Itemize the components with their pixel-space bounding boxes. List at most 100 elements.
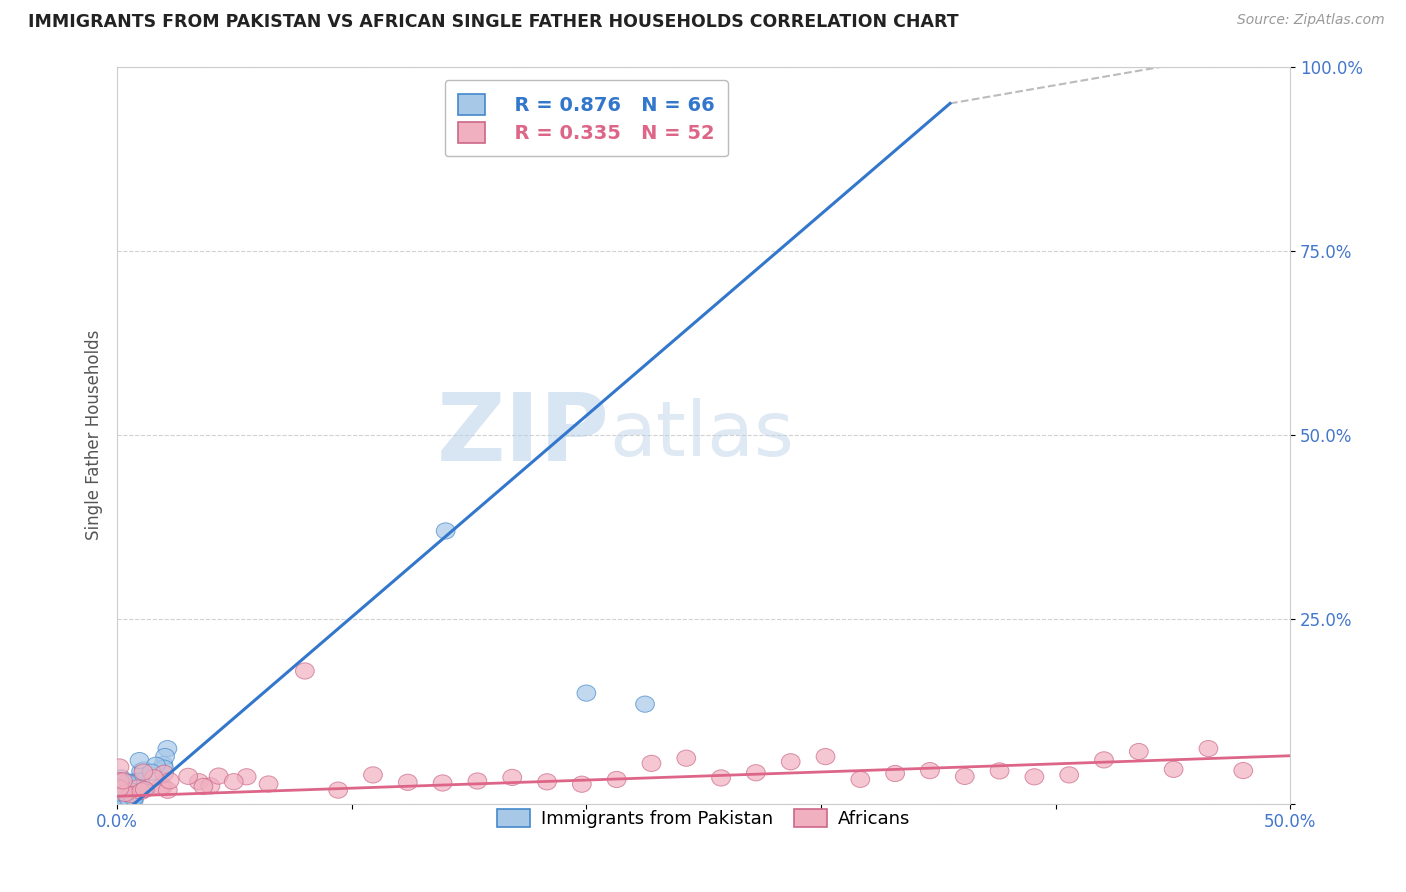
Ellipse shape — [886, 765, 904, 781]
Ellipse shape — [155, 760, 173, 776]
Ellipse shape — [115, 783, 134, 799]
Ellipse shape — [607, 772, 626, 788]
Ellipse shape — [111, 792, 131, 808]
Y-axis label: Single Father Households: Single Father Households — [86, 330, 103, 541]
Ellipse shape — [110, 790, 129, 806]
Ellipse shape — [124, 792, 143, 808]
Ellipse shape — [132, 764, 150, 780]
Ellipse shape — [122, 778, 142, 794]
Ellipse shape — [111, 795, 129, 811]
Ellipse shape — [110, 786, 129, 802]
Ellipse shape — [110, 759, 129, 775]
Text: ZIP: ZIP — [437, 389, 610, 481]
Ellipse shape — [142, 764, 160, 780]
Ellipse shape — [135, 781, 155, 797]
Ellipse shape — [110, 795, 129, 811]
Legend: Immigrants from Pakistan, Africans: Immigrants from Pakistan, Africans — [491, 801, 917, 835]
Ellipse shape — [194, 779, 212, 795]
Ellipse shape — [125, 789, 143, 806]
Ellipse shape — [114, 778, 134, 794]
Ellipse shape — [676, 750, 696, 766]
Ellipse shape — [122, 786, 141, 802]
Ellipse shape — [111, 770, 131, 786]
Ellipse shape — [711, 770, 731, 786]
Ellipse shape — [120, 790, 138, 806]
Ellipse shape — [782, 754, 800, 770]
Ellipse shape — [155, 756, 173, 772]
Ellipse shape — [132, 783, 150, 799]
Ellipse shape — [955, 768, 974, 784]
Ellipse shape — [127, 774, 145, 791]
Text: Source: ZipAtlas.com: Source: ZipAtlas.com — [1237, 13, 1385, 28]
Ellipse shape — [111, 795, 129, 811]
Ellipse shape — [643, 756, 661, 772]
Ellipse shape — [110, 795, 129, 811]
Ellipse shape — [110, 785, 129, 801]
Ellipse shape — [1025, 769, 1043, 785]
Ellipse shape — [110, 795, 129, 811]
Ellipse shape — [110, 789, 129, 805]
Ellipse shape — [114, 789, 134, 805]
Ellipse shape — [160, 772, 179, 789]
Ellipse shape — [295, 663, 315, 679]
Ellipse shape — [225, 773, 243, 789]
Ellipse shape — [1234, 763, 1253, 779]
Ellipse shape — [468, 772, 486, 789]
Ellipse shape — [179, 768, 198, 784]
Ellipse shape — [201, 778, 219, 794]
Ellipse shape — [145, 770, 163, 786]
Ellipse shape — [146, 757, 166, 773]
Ellipse shape — [118, 795, 136, 811]
Ellipse shape — [259, 776, 278, 792]
Ellipse shape — [398, 774, 418, 790]
Ellipse shape — [110, 792, 129, 808]
Ellipse shape — [110, 786, 129, 802]
Ellipse shape — [122, 784, 141, 800]
Ellipse shape — [110, 778, 129, 794]
Ellipse shape — [121, 775, 141, 791]
Ellipse shape — [114, 772, 132, 789]
Ellipse shape — [1199, 740, 1218, 756]
Ellipse shape — [110, 780, 129, 797]
Ellipse shape — [128, 780, 146, 797]
Ellipse shape — [576, 685, 596, 701]
Ellipse shape — [238, 769, 256, 785]
Ellipse shape — [1129, 743, 1149, 760]
Ellipse shape — [112, 780, 132, 796]
Ellipse shape — [112, 790, 131, 807]
Ellipse shape — [114, 784, 132, 800]
Ellipse shape — [1164, 761, 1182, 778]
Ellipse shape — [624, 118, 643, 134]
Ellipse shape — [110, 779, 129, 795]
Ellipse shape — [110, 772, 129, 789]
Ellipse shape — [1060, 767, 1078, 783]
Ellipse shape — [135, 762, 153, 778]
Ellipse shape — [572, 776, 591, 792]
Ellipse shape — [110, 783, 129, 799]
Ellipse shape — [131, 773, 150, 789]
Ellipse shape — [159, 782, 177, 798]
Ellipse shape — [851, 772, 870, 788]
Ellipse shape — [150, 779, 170, 795]
Ellipse shape — [118, 774, 136, 790]
Ellipse shape — [118, 774, 138, 790]
Ellipse shape — [122, 783, 142, 799]
Ellipse shape — [436, 523, 456, 539]
Ellipse shape — [190, 773, 208, 789]
Ellipse shape — [134, 764, 153, 780]
Ellipse shape — [329, 782, 347, 798]
Ellipse shape — [433, 775, 451, 791]
Ellipse shape — [815, 748, 835, 764]
Ellipse shape — [1095, 752, 1114, 768]
Ellipse shape — [157, 740, 177, 756]
Ellipse shape — [111, 785, 129, 801]
Ellipse shape — [503, 769, 522, 786]
Ellipse shape — [118, 791, 136, 807]
Ellipse shape — [122, 787, 141, 803]
Ellipse shape — [115, 785, 135, 802]
Ellipse shape — [135, 781, 153, 797]
Ellipse shape — [110, 791, 129, 807]
Ellipse shape — [124, 776, 143, 792]
Ellipse shape — [114, 780, 132, 796]
Text: atlas: atlas — [610, 398, 794, 472]
